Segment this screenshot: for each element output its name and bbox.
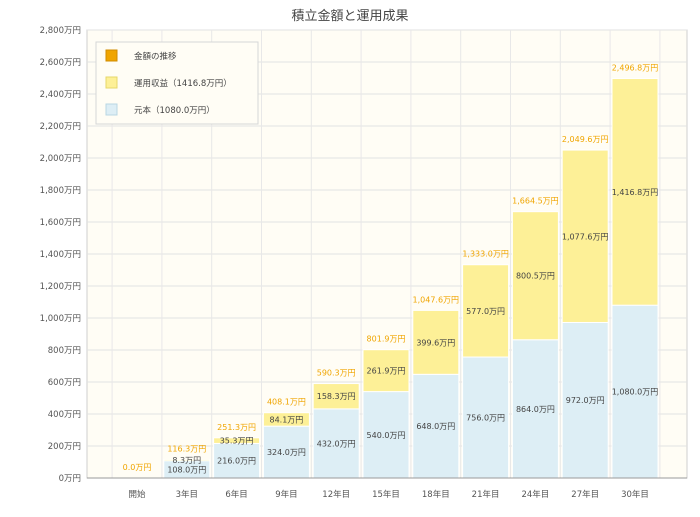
principal-data-label: 756.0万円	[466, 414, 505, 423]
principal-data-label: 864.0万円	[516, 405, 555, 414]
return-data-label: 84.1万円	[269, 415, 303, 424]
y-tick-label: 2,200万円	[40, 122, 81, 132]
legend: 金額の推移 運用収益（1416.8万円） 元本（1080.0万円）	[95, 41, 259, 125]
y-tick-label: 1,000万円	[40, 314, 81, 324]
return-data-label: 399.6万円	[416, 338, 455, 347]
total-data-label: 2,049.6万円	[562, 135, 609, 144]
bar-principal	[213, 442, 261, 479]
bar-principal	[611, 304, 659, 479]
y-tick-label: 1,800万円	[40, 186, 81, 196]
principal-data-label: 972.0万円	[566, 396, 605, 405]
y-tick-label: 0万円	[59, 474, 81, 484]
bar-principal	[561, 321, 609, 479]
total-data-label: 408.1万円	[267, 398, 306, 407]
y-tick-label: 1,600万円	[40, 218, 81, 228]
y-tick-label: 400万円	[48, 410, 81, 420]
bar-layer	[163, 78, 659, 479]
total-data-label: 0.0万円	[123, 463, 152, 472]
total-data-label: 251.3万円	[217, 423, 256, 432]
principal-data-label: 432.0万円	[317, 439, 356, 448]
principal-data-label: 648.0万円	[416, 422, 455, 431]
return-data-label: 1,416.8万円	[612, 188, 659, 197]
y-tick-label: 1,200万円	[40, 282, 81, 292]
total-data-label: 1,047.6万円	[413, 295, 460, 304]
return-data-label: 1,077.6万円	[562, 232, 609, 241]
principal-data-label: 540.0万円	[367, 431, 406, 440]
x-tick-label: 30年目	[621, 489, 649, 500]
legend-swatch-return	[105, 76, 118, 89]
principal-data-label: 108.0万円	[167, 465, 206, 474]
legend-label-principal: 元本（1080.0万円）	[134, 105, 215, 116]
y-tick-label: 2,000万円	[40, 154, 81, 164]
x-tick-label: 3年目	[176, 489, 198, 500]
principal-data-label: 324.0万円	[267, 448, 306, 457]
return-data-label: 35.3万円	[220, 437, 254, 446]
bar-return	[462, 264, 510, 358]
return-data-label: 577.0万円	[466, 307, 505, 316]
bar-return	[362, 349, 410, 393]
return-data-label: 800.5万円	[516, 272, 555, 281]
y-tick-label: 800万円	[48, 346, 81, 356]
x-tick-label: 18年目	[422, 489, 450, 500]
x-tick-label: 15年目	[372, 489, 400, 500]
total-data-label: 1,664.5万円	[512, 197, 559, 206]
return-data-label: 261.9万円	[367, 367, 406, 376]
x-tick-label: 開始	[128, 489, 146, 500]
principal-data-label: 216.0万円	[217, 457, 256, 466]
return-data-label: 158.3万円	[317, 392, 356, 401]
chart-title: 積立金額と運用成果	[291, 8, 408, 24]
total-data-label: 116.3万円	[167, 444, 206, 453]
total-data-label: 1,333.0万円	[462, 250, 509, 259]
bar-principal	[511, 339, 559, 479]
legend-label-return: 運用収益（1416.8万円）	[134, 78, 232, 89]
bar-return	[262, 412, 310, 427]
bar-return	[213, 437, 261, 444]
y-tick-label: 2,800万円	[40, 26, 81, 36]
x-tick-label: 9年目	[275, 489, 297, 500]
bar-return	[412, 309, 460, 375]
y-tick-label: 600万円	[48, 378, 81, 388]
total-data-label: 2,496.8万円	[612, 64, 659, 73]
bar-return	[611, 78, 659, 306]
bar-return	[312, 383, 360, 410]
y-tick-label: 1,400万円	[40, 250, 81, 260]
x-tick-label: 27年目	[571, 489, 599, 500]
bar-principal	[412, 373, 460, 479]
legend-swatch-principal	[105, 103, 118, 116]
x-tick-label: 6年目	[225, 489, 247, 500]
axes: 0万円 200万円 400万円 600万円 800万円 1,000万円 1,200万円 1,4…	[40, 26, 687, 500]
bar-return	[511, 211, 559, 341]
total-data-label: 801.9万円	[367, 335, 406, 344]
legend-label-total: 金額の推移	[134, 51, 177, 62]
bar-principal	[262, 425, 310, 479]
total-data-label: 590.3万円	[317, 369, 356, 378]
x-tick-label: 24年目	[521, 489, 549, 500]
y-tick-label: 200万円	[48, 442, 81, 452]
legend-swatch-total	[105, 49, 118, 62]
x-tick-label: 12年目	[322, 489, 350, 500]
bar-principal	[462, 356, 510, 479]
x-tick-label: 21年目	[472, 489, 500, 500]
y-tick-label: 2,400万円	[40, 90, 81, 100]
y-tick-label: 2,600万円	[40, 58, 81, 68]
bar-return	[163, 458, 211, 462]
principal-data-label: 1,080.0万円	[612, 388, 659, 397]
bar-return	[561, 149, 609, 323]
legend-box	[95, 41, 259, 125]
return-data-label: 8.3万円	[172, 456, 201, 465]
